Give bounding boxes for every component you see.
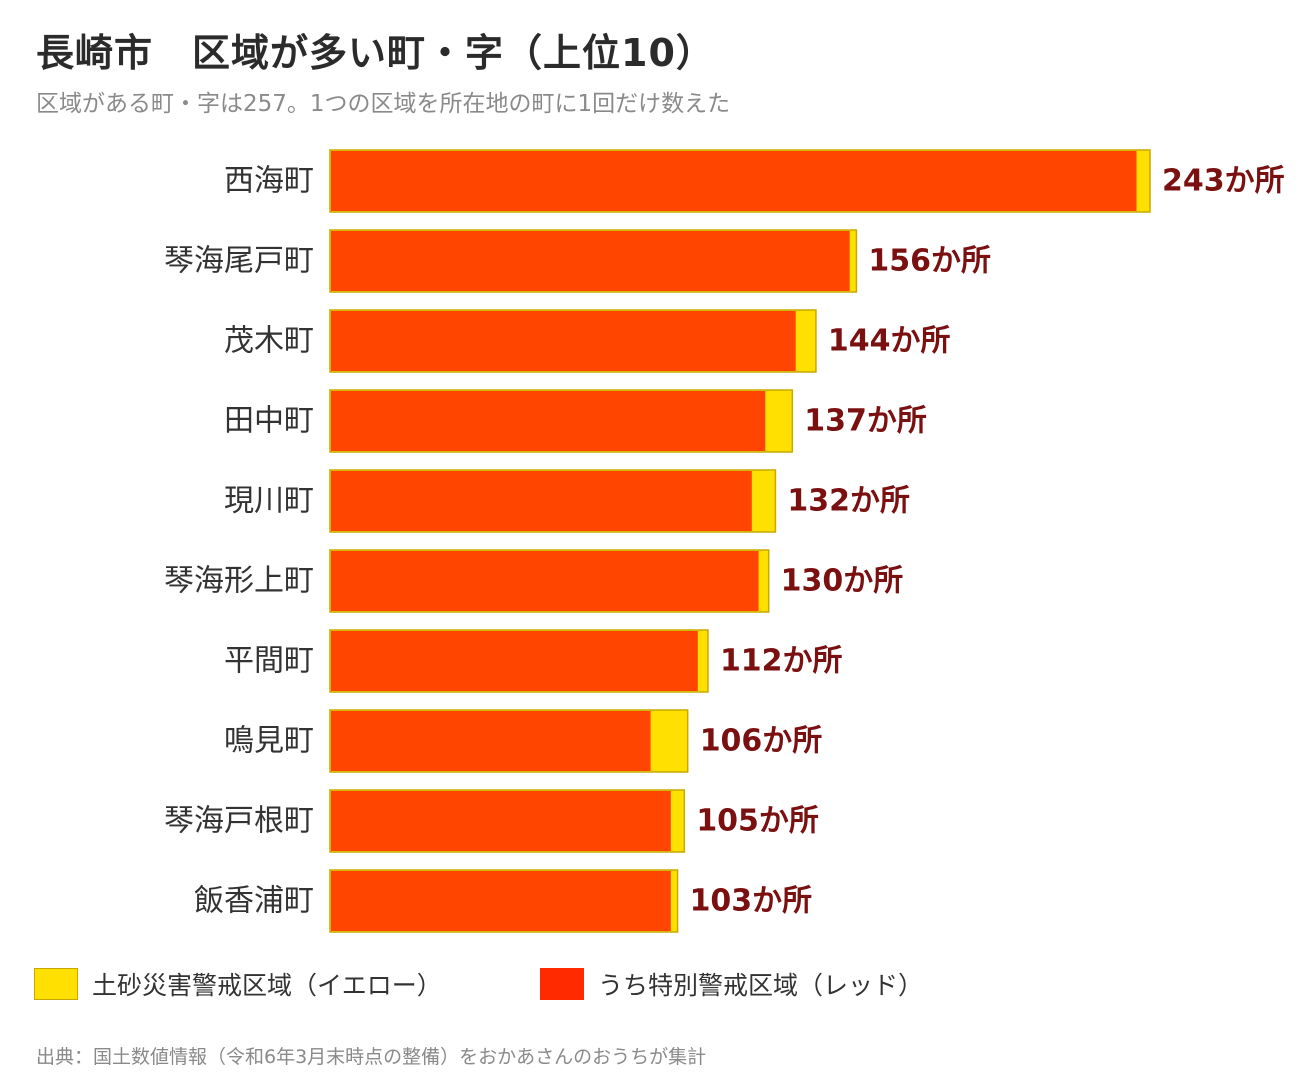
chart-title: 長崎市 区域が多い町・字（上位10） xyxy=(36,31,715,75)
legend-item-yellow: 土砂災害警戒区域（イエロー） xyxy=(34,966,442,1002)
bar-value-label: 156か所 xyxy=(868,244,991,279)
chart-subtitle: 区域がある町・字は257。1つの区域を所在地の町に1回だけ数えた xyxy=(36,91,731,117)
category-label: 田中町 xyxy=(224,404,314,439)
category-label: 鳴見町 xyxy=(224,724,314,759)
category-label: 西海町 xyxy=(224,164,314,199)
category-label: 現川町 xyxy=(224,484,314,519)
bar-red-segment xyxy=(331,231,850,291)
category-label: 飯香浦町 xyxy=(194,884,314,919)
bar-red-segment xyxy=(331,631,698,691)
category-label: 平間町 xyxy=(224,644,314,679)
legend-swatch-red xyxy=(540,968,584,1000)
legend-label-yellow: 土砂災害警戒区域（イエロー） xyxy=(92,971,442,1000)
category-label: 琴海尾戸町 xyxy=(164,244,314,279)
bar-red-segment xyxy=(331,151,1137,211)
bar-red-segment xyxy=(331,871,671,931)
bar-value-label: 103か所 xyxy=(690,884,813,919)
bar-value-label: 243か所 xyxy=(1162,164,1285,199)
source-note: 出典：国土数値情報（令和6年3月末時点の整備）をおかあさんのおうちが集計 xyxy=(36,1046,707,1068)
legend-item-red: うち特別警戒区域（レッド） xyxy=(540,966,923,1002)
bar-value-label: 112か所 xyxy=(720,644,843,679)
legend-swatch-yellow xyxy=(34,968,78,1000)
bar-red-segment xyxy=(331,551,759,611)
legend-label-red: うち特別警戒区域（レッド） xyxy=(598,971,924,1000)
bar-value-label: 105か所 xyxy=(696,804,819,839)
bar-value-label: 132か所 xyxy=(787,484,910,519)
bar-red-segment xyxy=(331,391,766,451)
bar-red-segment xyxy=(331,791,671,851)
bar-value-label: 137か所 xyxy=(804,404,927,439)
category-label: 琴海形上町 xyxy=(164,564,314,599)
bar-red-segment xyxy=(331,711,651,771)
category-label: 琴海戸根町 xyxy=(164,804,314,839)
bar-value-label: 144か所 xyxy=(828,324,951,359)
category-label: 茂木町 xyxy=(224,324,314,359)
bar-value-label: 130か所 xyxy=(781,564,904,599)
bar-red-segment xyxy=(331,311,796,371)
bar-value-label: 106か所 xyxy=(700,724,823,759)
bar-red-segment xyxy=(331,471,752,531)
